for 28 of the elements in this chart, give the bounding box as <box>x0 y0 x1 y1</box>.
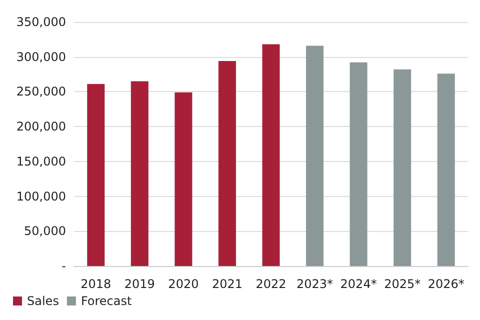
bar <box>174 92 192 266</box>
x-tick-label: 2022 <box>256 277 286 291</box>
bar <box>437 74 455 266</box>
legend-label: Sales <box>27 294 59 308</box>
bar <box>87 84 105 266</box>
x-tick-label: 2026* <box>428 277 464 291</box>
bar <box>262 44 280 266</box>
bar <box>130 81 148 266</box>
y-tick-label: 50,000 <box>24 224 66 238</box>
y-tick-label: 300,000 <box>16 50 66 64</box>
x-tick-label: 2019 <box>124 277 155 291</box>
bar <box>350 62 368 266</box>
y-tick-label: - <box>62 259 66 273</box>
x-tick-label: 2025* <box>384 277 421 291</box>
bar <box>306 46 324 266</box>
legend-label: Forecast <box>80 294 132 308</box>
bar <box>218 61 236 266</box>
x-tick-label: 2021 <box>212 277 242 291</box>
x-tick-label: 2023* <box>296 277 334 291</box>
y-tick-label: 100,000 <box>16 189 66 204</box>
y-tick-label: 250,000 <box>16 84 66 99</box>
bar <box>394 69 412 266</box>
x-tick-label: 2024* <box>340 277 377 291</box>
y-tick-label: 200,000 <box>16 120 66 134</box>
x-tick-label: 2020 <box>168 277 199 291</box>
y-tick-label: 150,000 <box>16 154 66 168</box>
x-tick-label: 2018 <box>80 277 112 291</box>
y-tick-label: 350,000 <box>16 15 66 29</box>
